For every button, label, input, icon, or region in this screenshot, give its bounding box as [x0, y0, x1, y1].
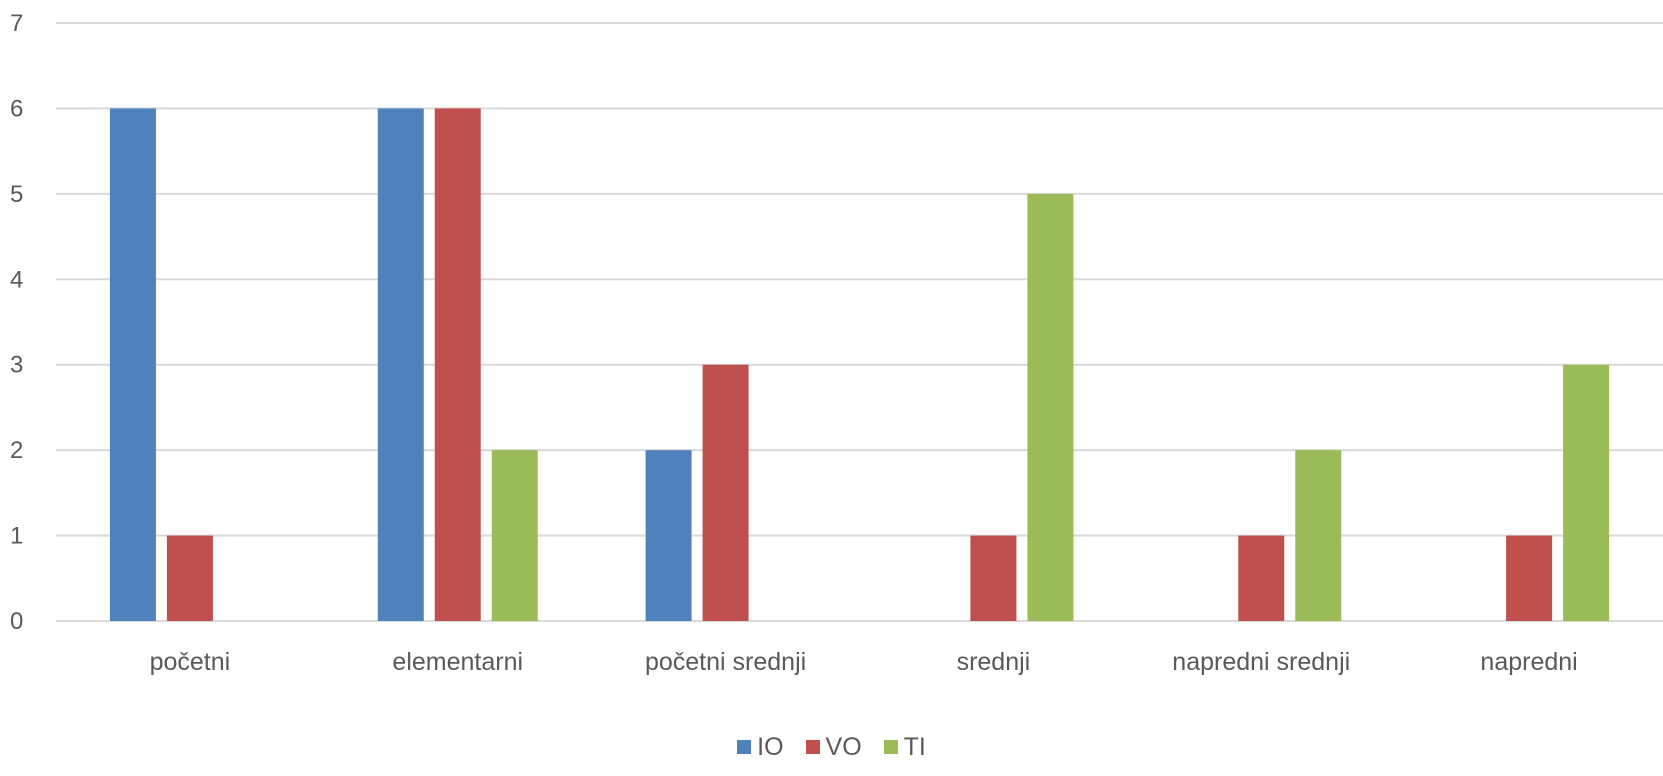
y-tick-label: 4	[10, 266, 23, 293]
bar-io-2	[645, 450, 692, 621]
bar-io-1	[377, 108, 424, 621]
bar-io-0	[109, 108, 156, 621]
legend-swatch-io	[737, 740, 752, 754]
legend-item-vo: VO	[805, 732, 862, 762]
legend-item-io: IO	[737, 732, 784, 762]
bar-vo-2	[702, 364, 749, 621]
legend-label-io: IO	[757, 732, 784, 761]
x-tick-label: elementarni	[392, 648, 523, 676]
y-tick-label: 7	[10, 10, 23, 37]
x-tick-label: napredni srednji	[1172, 648, 1350, 676]
bar-vo-3	[970, 535, 1017, 621]
legend-swatch-ti	[883, 740, 898, 754]
bar-vo-4	[1238, 535, 1285, 621]
bar-vo-1	[434, 108, 481, 621]
x-tick-label: srednji	[957, 648, 1031, 676]
bar-ti-1	[491, 450, 538, 621]
chart-legend: IO VO TI	[0, 732, 1663, 762]
x-tick-label: napredni	[1480, 648, 1577, 676]
legend-item-ti: TI	[883, 732, 926, 762]
bar-ti-4	[1295, 450, 1342, 621]
x-tick-label: početni srednji	[645, 648, 806, 676]
x-tick-label: početni	[150, 648, 231, 676]
bar-vo-5	[1506, 535, 1553, 621]
bar-vo-0	[166, 535, 213, 621]
y-tick-label: 5	[10, 181, 23, 208]
y-tick-label: 2	[10, 437, 23, 464]
y-tick-label: 1	[10, 523, 23, 550]
bar-ti-5	[1563, 364, 1610, 621]
y-tick-label: 3	[10, 352, 23, 379]
y-tick-label: 0	[10, 608, 23, 635]
legend-label-ti: TI	[903, 732, 926, 761]
y-tick-label: 6	[10, 95, 23, 122]
bar-ti-3	[1027, 193, 1074, 621]
legend-swatch-vo	[805, 740, 820, 754]
legend-label-vo: VO	[825, 732, 862, 761]
